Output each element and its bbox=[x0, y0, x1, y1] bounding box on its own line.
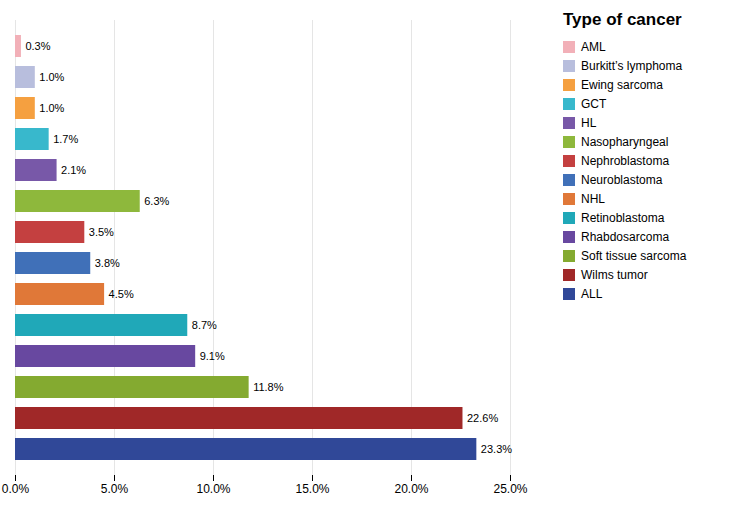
html-text:Nephroblastoma: Nephroblastoma bbox=[581, 154, 670, 168]
html-text:Rhabdosarcoma: Rhabdosarcoma bbox=[581, 230, 670, 244]
svg-text:22.6%: 22.6% bbox=[467, 412, 498, 424]
svg-text:5.0%: 5.0% bbox=[101, 482, 129, 496]
html-text:Burkitt’s lymphoma: Burkitt’s lymphoma bbox=[581, 59, 683, 73]
html-text:Type of cancer: Type of cancer bbox=[563, 10, 682, 29]
svg-text:1.7%: 1.7% bbox=[53, 133, 78, 145]
svg-text:4.5%: 4.5% bbox=[109, 288, 134, 300]
svg-text:1.0%: 1.0% bbox=[39, 102, 64, 114]
html-text:HL: HL bbox=[581, 116, 597, 130]
html-text:ALL: ALL bbox=[581, 287, 603, 301]
svg-text:2.1%: 2.1% bbox=[61, 164, 86, 176]
svg-text:10.0%: 10.0% bbox=[196, 482, 230, 496]
html-text:GCT: GCT bbox=[581, 97, 607, 111]
html-text:Soft tissue sarcoma: Soft tissue sarcoma bbox=[581, 249, 687, 263]
html-text:Neuroblastoma: Neuroblastoma bbox=[581, 173, 663, 187]
svg-text:8.7%: 8.7% bbox=[192, 319, 217, 331]
svg-text:0.3%: 0.3% bbox=[25, 40, 50, 52]
html-text:AML: AML bbox=[581, 40, 606, 54]
html-text:Wilms tumor: Wilms tumor bbox=[581, 268, 648, 282]
svg-text:3.5%: 3.5% bbox=[89, 226, 114, 238]
svg-text:23.3%: 23.3% bbox=[481, 443, 512, 455]
svg-text:0.0%: 0.0% bbox=[2, 482, 30, 496]
svg-text:1.0%: 1.0% bbox=[39, 71, 64, 83]
svg-text:11.8%: 11.8% bbox=[253, 381, 284, 393]
svg-text:25.0%: 25.0% bbox=[493, 482, 527, 496]
svg-text:9.1%: 9.1% bbox=[200, 350, 225, 362]
html-text:Retinoblastoma: Retinoblastoma bbox=[581, 211, 665, 225]
svg-text:3.8%: 3.8% bbox=[95, 257, 120, 269]
html-text:Ewing sarcoma: Ewing sarcoma bbox=[581, 78, 663, 92]
html-text:Nasopharyngeal: Nasopharyngeal bbox=[581, 135, 669, 149]
svg-text:6.3%: 6.3% bbox=[144, 195, 169, 207]
svg-text:20.0%: 20.0% bbox=[394, 482, 428, 496]
html-text:NHL: NHL bbox=[581, 192, 605, 206]
svg-text:15.0%: 15.0% bbox=[295, 482, 329, 496]
